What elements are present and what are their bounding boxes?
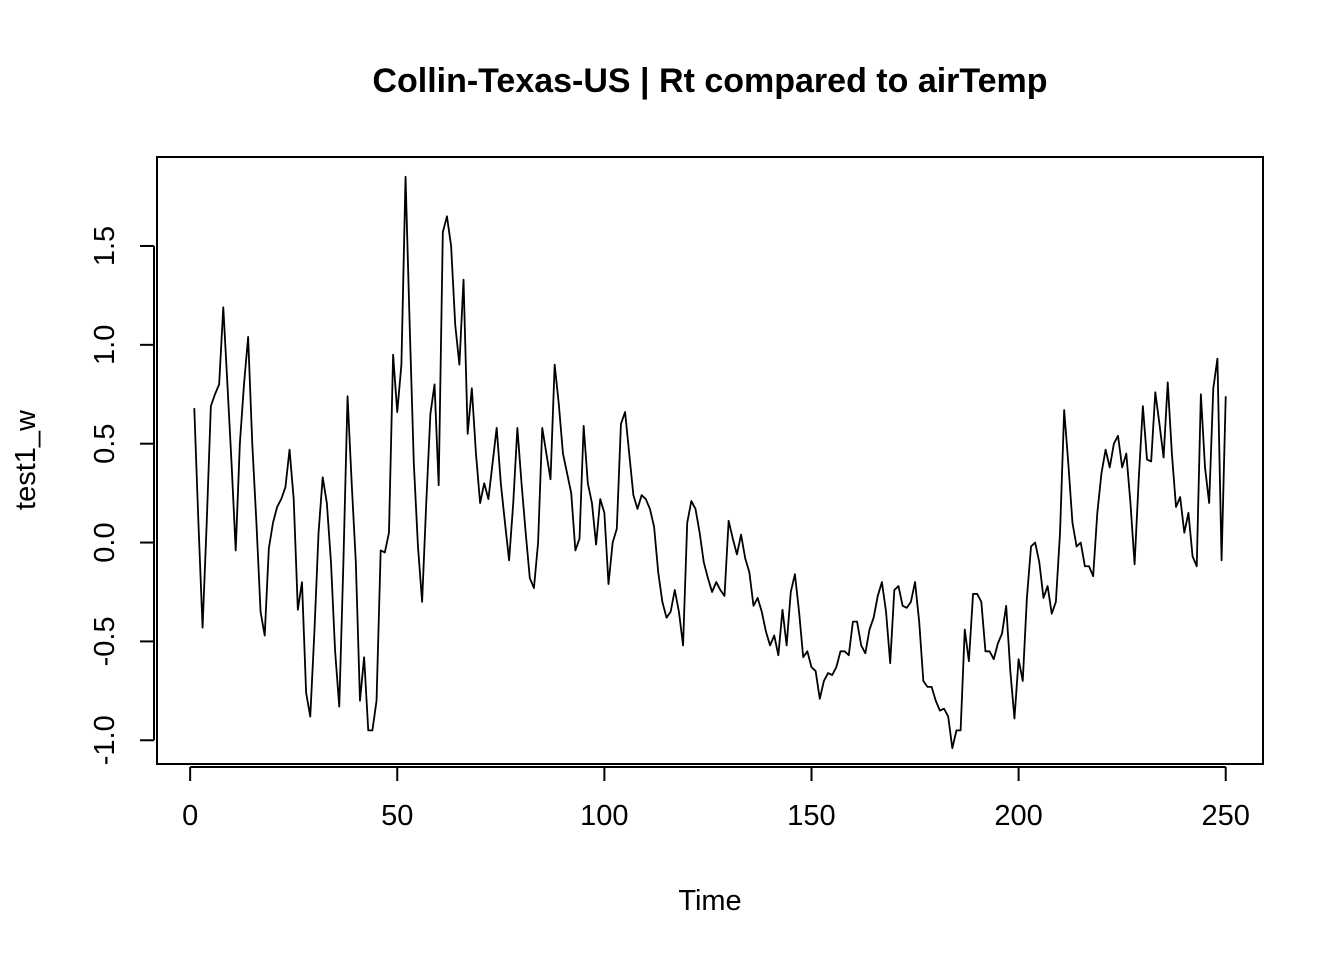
y-tick-label: 0.5 <box>89 424 121 464</box>
x-axis: 0 50 100 150 200 250 <box>182 766 1250 832</box>
x-tick-label: 50 <box>381 800 413 832</box>
x-tick-label: 0 <box>182 800 198 832</box>
chart-title: Collin-Texas-US | Rt compared to airTemp <box>372 62 1047 100</box>
x-tick-label: 150 <box>787 800 835 832</box>
x-tick-label: 200 <box>994 800 1042 832</box>
y-tick-label: 1.5 <box>89 226 121 266</box>
x-axis-label: Time <box>678 885 741 917</box>
y-tick-label: -1.0 <box>89 715 121 765</box>
y-axis-label: test1_w <box>10 409 42 510</box>
series-line-test1_w <box>193 175 1227 750</box>
y-tick-label: 1.0 <box>89 325 121 365</box>
y-axis: -1.0 -0.5 0.0 0.5 1.0 1.5 <box>89 226 155 765</box>
y-tick-label: -0.5 <box>89 616 121 666</box>
x-tick-label: 250 <box>1202 800 1250 832</box>
x-tick-label: 100 <box>580 800 628 832</box>
y-tick-label: 0.0 <box>89 522 121 562</box>
plot-frame <box>156 156 1264 765</box>
